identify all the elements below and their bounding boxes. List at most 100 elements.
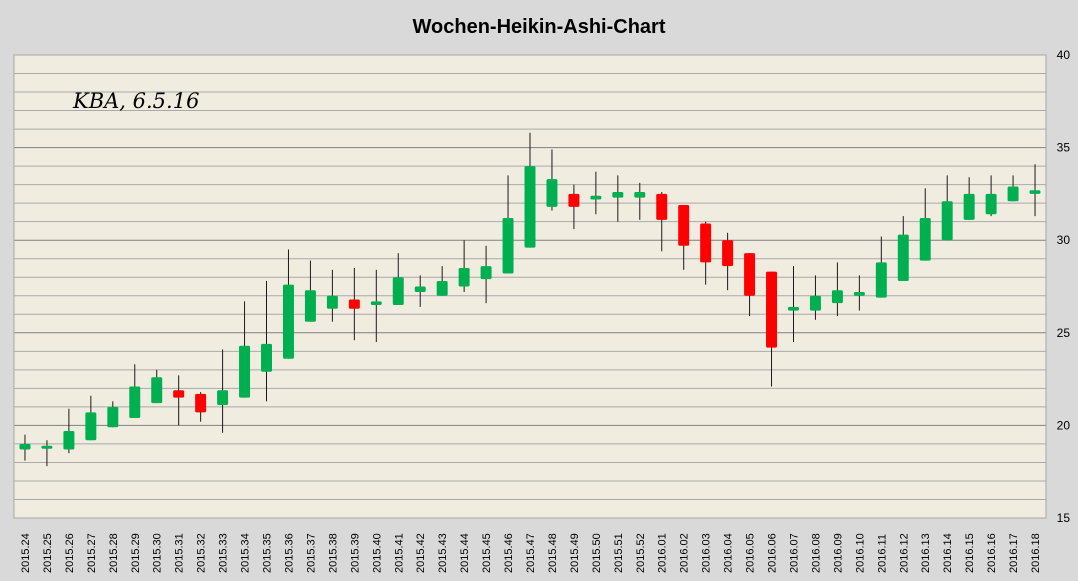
x-tick-label: 2015.29 [130, 533, 142, 573]
candle-body-up [414, 286, 426, 293]
candle-body-down [678, 205, 690, 246]
x-tick-label: 2015.30 [152, 533, 164, 573]
x-tick-label: 2015.28 [108, 533, 120, 573]
x-tick-label: 2015.44 [459, 533, 471, 573]
x-tick-label: 2015.50 [591, 533, 603, 573]
x-tick-label: 2015.39 [349, 533, 361, 573]
x-tick-label: 2015.48 [547, 533, 559, 573]
x-tick-label: 2015.31 [174, 533, 186, 573]
x-tick-label: 2015.52 [635, 533, 647, 573]
x-tick-label: 2015.27 [86, 533, 98, 573]
candle-body-up [217, 390, 229, 406]
candle-body-up [458, 267, 470, 287]
x-tick-label: 2015.51 [613, 533, 625, 573]
x-tick-label: 2016.11 [876, 534, 888, 573]
candle-body-up [261, 343, 272, 372]
x-tick-label: 2016.03 [701, 533, 713, 573]
candle-body-up [963, 193, 975, 220]
y-tick-label: 40 [1057, 48, 1071, 62]
candle-body-up [151, 377, 163, 404]
x-tick-label: 2016.08 [810, 533, 822, 573]
y-axis-ticks: 15 20 25 30 35 40 [1057, 48, 1071, 525]
x-tick-label: 2015.49 [569, 533, 581, 573]
candle-body-up [19, 443, 31, 450]
y-tick-label: 20 [1057, 418, 1071, 432]
x-tick-label: 2016.09 [832, 533, 844, 573]
x-axis-ticks: 2015.24 2015.25 2015.26 2015.27 2015.28 2015.… [20, 533, 1042, 573]
candle-body-up [809, 295, 821, 311]
x-tick-label: 2015.34 [240, 533, 252, 573]
candle-body-up [590, 195, 602, 200]
x-tick-label: 2015.40 [371, 533, 383, 573]
candles [19, 132, 1041, 467]
candle-body-up [941, 201, 953, 241]
x-tick-label: 2015.43 [437, 533, 449, 573]
x-tick-label: 2016.07 [788, 533, 800, 573]
x-tick-label: 2016.10 [854, 533, 866, 573]
x-tick-label: 2016.01 [657, 533, 669, 573]
candle-body-up [326, 295, 338, 309]
candle-body-up [546, 179, 558, 207]
x-tick-label: 2015.37 [305, 533, 317, 573]
y-tick-label: 35 [1057, 141, 1071, 155]
candle-body-up [612, 192, 624, 198]
candle-body-up [919, 217, 931, 261]
candle-body-up [392, 277, 404, 306]
x-tick-label: 2015.25 [42, 533, 54, 573]
chart-title: Wochen-Heikin-Ashi-Chart [413, 16, 666, 38]
candle-body-up [436, 280, 448, 296]
candle-body-up [524, 166, 536, 248]
candle-body-up [634, 192, 646, 198]
candle-body-down [348, 299, 360, 309]
plot-area [14, 55, 1046, 518]
candle-body-down [722, 240, 734, 267]
x-tick-label: 2015.35 [262, 533, 274, 573]
candle-body-down [656, 193, 668, 220]
x-tick-label: 2016.02 [679, 533, 691, 573]
candle-body-up [853, 292, 865, 296]
x-tick-label: 2016.16 [986, 533, 998, 573]
x-tick-label: 2015.46 [503, 533, 515, 573]
candle-body-up [41, 445, 53, 449]
candle-body-up [502, 217, 514, 274]
y-tick-label: 25 [1057, 326, 1071, 340]
candle-body-down [700, 223, 712, 263]
x-tick-label: 2016.12 [898, 533, 910, 573]
candle-body-down [568, 193, 580, 207]
candle-body-down [195, 393, 207, 413]
candle-body-up [63, 430, 75, 450]
x-tick-label: 2015.41 [393, 533, 405, 573]
x-tick-label: 2015.32 [196, 533, 208, 573]
x-tick-label: 2015.33 [218, 533, 230, 573]
x-tick-label: 2016.14 [942, 533, 954, 573]
candle-body-up [897, 234, 909, 281]
candle-body-up [129, 386, 141, 418]
x-tick-label: 2016.18 [1030, 533, 1042, 573]
x-tick-label: 2015.47 [525, 533, 537, 573]
candle-body-up [85, 412, 97, 441]
x-tick-label: 2015.26 [64, 533, 76, 573]
candle-body-up [1029, 190, 1041, 194]
x-tick-label: 2016.06 [767, 533, 779, 573]
candle-body-down [744, 253, 756, 296]
x-tick-label: 2016.13 [920, 533, 932, 573]
x-tick-label: 2015.24 [20, 533, 32, 573]
candle-body-down [766, 271, 778, 348]
y-tick-label: 30 [1057, 233, 1071, 247]
x-tick-label: 2016.04 [723, 533, 735, 573]
candle-body-up [831, 290, 843, 304]
candle-body-up [1007, 186, 1019, 202]
candle-body-up [788, 306, 799, 311]
x-tick-label: 2016.17 [1008, 533, 1020, 573]
x-tick-label: 2016.15 [964, 533, 976, 573]
x-tick-label: 2015.45 [481, 533, 493, 573]
candle-body-up [985, 193, 997, 215]
plot-border [13, 54, 1047, 519]
candle-body-up [480, 266, 492, 280]
candle-body-up [370, 301, 382, 306]
y-tick-label: 15 [1057, 511, 1071, 525]
x-tick-label: 2015.36 [283, 533, 295, 573]
candle-body-up [282, 284, 294, 359]
